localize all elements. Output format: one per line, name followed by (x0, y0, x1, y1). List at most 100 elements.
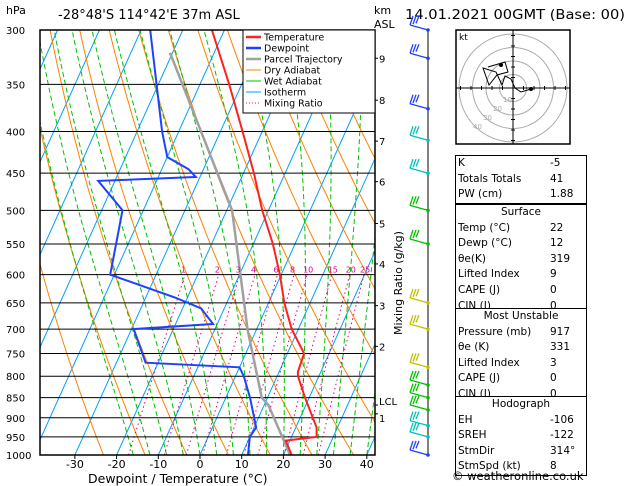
wet-adiabat (40, 39, 151, 455)
mixing-ratio-label: 2 (215, 266, 220, 275)
k-label: K (458, 157, 465, 169)
wind-barb-flag (409, 126, 414, 136)
wind-barb-flag (415, 440, 420, 449)
table-row: StmDir 314° (456, 444, 586, 460)
row-value: 314° (550, 444, 576, 457)
wind-barb (409, 449, 429, 456)
wind-barb-dot (426, 453, 430, 457)
pressure-tick-label: 400 (6, 128, 25, 139)
wind-barb-flag (412, 158, 417, 168)
mixing-ratio-label: 20 (346, 266, 356, 275)
wind-barb-dot (426, 423, 430, 428)
wind-barb-dot (426, 106, 430, 111)
row-label: θe (K) (458, 341, 490, 354)
isotherm (40, 30, 142, 256)
pressure-tick-label: 350 (6, 80, 25, 91)
km-axis: 9 8 7 6 5 4 3 2 LCL 1 (375, 54, 398, 425)
k-value: -5 (550, 157, 561, 169)
wind-barb-flag (409, 15, 414, 26)
wind-barb-flag (415, 395, 420, 404)
pw-label: PW (cm) (458, 188, 503, 201)
x-axis-label: Dewpoint / Temperature (°C) (88, 471, 267, 486)
row-value: 0 (550, 299, 557, 312)
km-tick-label: 8 (379, 96, 385, 107)
x-tick-label: 0 (197, 458, 204, 471)
wind-barb-flag (412, 15, 417, 25)
isotherm (282, 250, 375, 455)
mixing-ratio-label: 15 (328, 266, 338, 275)
km-tick-label: LCL (379, 397, 398, 408)
dry-adiabat (315, 30, 375, 160)
hodograph-point (499, 63, 503, 67)
row-value: 331 (550, 341, 571, 354)
wind-barb-dot (426, 395, 430, 400)
km-tick-label: 5 (379, 219, 385, 230)
wind-barb (409, 52, 429, 59)
wind-barb (409, 392, 429, 399)
wind-barb-flag (415, 196, 420, 204)
wind-barb-flag (412, 411, 417, 420)
tt-label: Totals Totals (458, 172, 522, 185)
wind-barb (409, 134, 429, 141)
wind-barb (409, 323, 429, 330)
x-tick-label: -10 (149, 458, 167, 471)
wind-barb-flag (415, 44, 420, 52)
mixing-ratio-axis-label: Mixing Ratio (g/kg) (392, 231, 405, 335)
temperature-line (210, 30, 318, 455)
isotherm (40, 30, 225, 442)
wind-barb-flag (412, 353, 417, 362)
isotherm (324, 342, 375, 455)
hodograph-ring-label: 10 (503, 96, 512, 104)
pressure-tick-label: 300 (6, 26, 25, 37)
wind-barb (409, 204, 429, 211)
wind-barb-dot (426, 327, 430, 331)
x-tick-label: -30 (66, 458, 84, 471)
table-title: Surface (500, 206, 541, 218)
row-label: Lifted Index (458, 268, 520, 281)
row-value: 319 (550, 252, 571, 265)
wind-barb-flag (409, 370, 414, 381)
wind-barb (409, 103, 429, 110)
dry-adiabat (612, 30, 629, 455)
x-tick-label: 40 (360, 458, 374, 471)
table-row: StmSpd (kt) 8 (456, 459, 586, 475)
wet-adiabat (113, 30, 218, 455)
table-row: CAPE (J) 0 (456, 283, 586, 299)
wind-barb (409, 238, 429, 245)
pressure-tick-label: 900 (6, 414, 25, 425)
wind-barb-flag (415, 314, 420, 323)
asl-label: ASL (374, 18, 396, 31)
wind-barb-flag (415, 158, 420, 167)
mixing-ratio-line (302, 274, 351, 455)
table-row: Lifted Index 3 (456, 356, 586, 372)
wind-barb-flag (409, 440, 414, 451)
mixing-ratio-labels: 1 2 3 4 6 8 10 15 20 25 (181, 266, 370, 275)
row-value: 0 (550, 387, 557, 400)
x-tick-label: 30 (318, 458, 332, 471)
pressure-tick-label: 550 (6, 240, 25, 251)
wind-barb-dot (426, 435, 430, 439)
isotherm (40, 30, 184, 349)
wind-barb-flag (415, 15, 420, 24)
pressure-tick-label: 800 (6, 372, 25, 383)
wind-barb-dot (426, 365, 430, 370)
row-value: 917 (550, 325, 571, 338)
wind-barb-flag (415, 229, 420, 238)
table-row: Dewp (°C) 12 (456, 236, 586, 252)
row-label: CAPE (J) (458, 283, 501, 296)
wind-barb-flag (415, 411, 420, 420)
wind-barb-flag (409, 44, 414, 54)
wind-barb-flag (412, 44, 417, 53)
wind-barb-flag (415, 383, 420, 392)
pressure-tick-label: 500 (6, 206, 25, 217)
pressure-levels: 300 350 400 450 500 550 600 650 700 750 800 850 900 9… (6, 26, 375, 462)
mixing-ratio-label: 10 (303, 266, 313, 275)
legend-entry: Wet Adiabat (264, 77, 322, 88)
row-value: 9 (550, 268, 557, 281)
wind-barb-flag (409, 94, 414, 104)
wind-barb-dot (426, 301, 430, 305)
hodograph-ring-label: 30 (483, 114, 492, 122)
row-value: 8 (550, 460, 557, 473)
wind-barb-flag (415, 288, 420, 297)
